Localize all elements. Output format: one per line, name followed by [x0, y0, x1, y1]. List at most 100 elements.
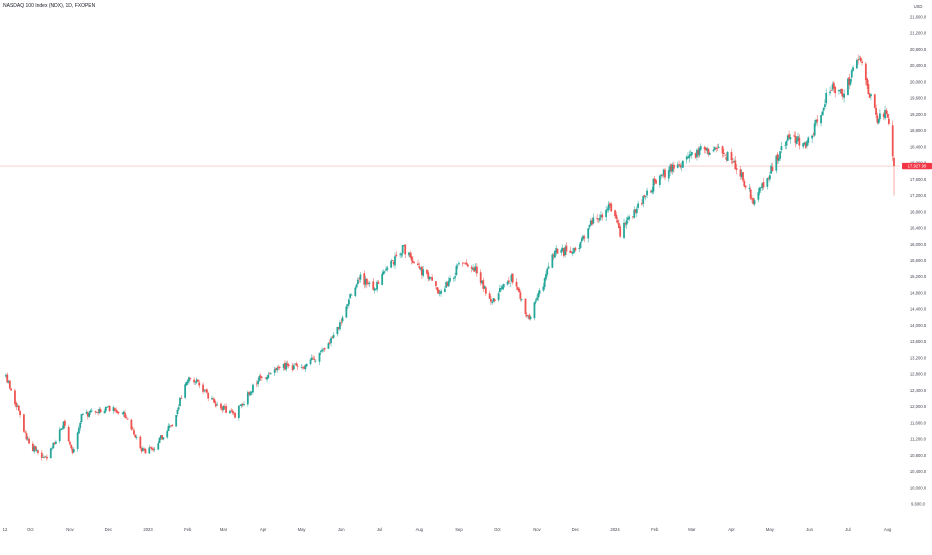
- candle-body: [607, 204, 610, 211]
- candle-body: [552, 255, 555, 257]
- candle-body: [614, 210, 616, 217]
- candle-body: [699, 146, 702, 150]
- candle-body: [139, 436, 142, 449]
- candle-body: [664, 169, 666, 178]
- candle-body: [735, 168, 738, 170]
- candle-body: [158, 437, 161, 443]
- candle-body: [104, 407, 107, 412]
- candle-body: [667, 170, 670, 179]
- candle-body: [784, 145, 787, 146]
- candle-body: [885, 110, 888, 114]
- candle-body: [383, 271, 386, 273]
- candle-body: [497, 293, 500, 301]
- candle-body: [348, 299, 350, 305]
- price-axis[interactable]: USD 21,600.0 21,200.0 20,800.0 20,400.0 20,0…: [902, 4, 932, 507]
- candle-body: [829, 91, 831, 94]
- candle-body: [730, 152, 733, 161]
- price-tick-label: 21,600.0: [910, 15, 927, 20]
- candle-body: [70, 444, 73, 449]
- candle-body: [255, 383, 258, 385]
- candle-body: [328, 342, 331, 344]
- candle-body: [551, 254, 554, 268]
- time-tick-label: Aug: [416, 527, 424, 532]
- candle-body: [600, 214, 602, 218]
- candle-body: [840, 88, 843, 94]
- candle-body: [157, 443, 160, 450]
- candle-body: [411, 260, 414, 263]
- candle-body: [261, 377, 263, 379]
- candle-body: [284, 362, 286, 370]
- candle-body: [300, 367, 303, 368]
- candle-body: [798, 137, 801, 146]
- time-axis[interactable]: 12 Oct Nov Dec 2023 Feb Mar Apr May Jun Jul Aug Sep O…: [3, 527, 892, 532]
- candle-body: [610, 203, 613, 212]
- candle-body: [555, 248, 558, 253]
- candle-body: [511, 273, 514, 283]
- candle-body: [697, 149, 700, 155]
- candle-body: [510, 274, 513, 282]
- candle-body: [867, 84, 870, 95]
- candles-group: [5, 54, 895, 461]
- candle-body: [437, 289, 440, 294]
- candle-body: [565, 245, 568, 252]
- candle-body: [882, 113, 885, 117]
- time-tick-label: May: [298, 527, 307, 532]
- candle-body: [864, 63, 867, 81]
- candle-body: [268, 373, 271, 375]
- candle-body: [722, 152, 725, 155]
- candle-body: [331, 336, 334, 338]
- time-tick-label: Jun: [806, 527, 813, 532]
- candle-body: [340, 322, 343, 323]
- candle-body: [446, 282, 449, 287]
- candle-body: [142, 448, 144, 451]
- candle-body: [601, 214, 604, 218]
- candle-body: [212, 398, 215, 400]
- candle-body: [133, 430, 135, 435]
- candle-body: [391, 260, 394, 261]
- time-tick-label: Oct: [494, 527, 501, 532]
- candle-body: [417, 263, 419, 266]
- candle-body: [55, 441, 57, 444]
- candle-body: [314, 360, 317, 362]
- candle-body: [767, 177, 770, 179]
- candle-body: [775, 155, 778, 171]
- candle-body: [419, 268, 422, 270]
- candle-body: [467, 264, 469, 267]
- candle-body: [427, 272, 430, 279]
- candle-body: [742, 172, 744, 181]
- candle-body: [53, 442, 56, 445]
- candle-body: [632, 216, 634, 218]
- candle-body: [506, 281, 509, 285]
- candle-body: [671, 164, 674, 172]
- candle-body: [204, 389, 207, 391]
- price-tick-label: 14,000.0: [910, 323, 927, 328]
- candle-body: [820, 115, 822, 124]
- candle-body: [85, 411, 88, 414]
- price-tick-label: 19,600.0: [910, 96, 927, 101]
- candle-body: [327, 343, 330, 349]
- candle-body: [349, 294, 352, 299]
- candle-body: [373, 288, 376, 291]
- candle-body: [214, 403, 217, 407]
- price-tick-label: 20,400.0: [910, 63, 927, 68]
- price-tick-label: 11,600.0: [910, 420, 927, 425]
- candle-body: [491, 301, 494, 303]
- candle-body: [269, 373, 272, 374]
- candle-body: [875, 107, 877, 115]
- last-price-label: 17,927.99: [908, 164, 927, 169]
- candle-body: [815, 119, 817, 124]
- candle-body: [771, 166, 774, 171]
- candle-body: [545, 273, 547, 280]
- candle-body: [313, 358, 316, 360]
- candle-body: [857, 59, 860, 61]
- candle-body: [803, 142, 806, 145]
- candle-body: [455, 265, 458, 276]
- candle-body: [619, 226, 622, 237]
- candle-body: [740, 172, 743, 178]
- candle-body: [113, 408, 116, 411]
- candle-body: [285, 362, 288, 370]
- candle-body: [17, 405, 20, 411]
- time-tick-label: 2023: [143, 527, 153, 532]
